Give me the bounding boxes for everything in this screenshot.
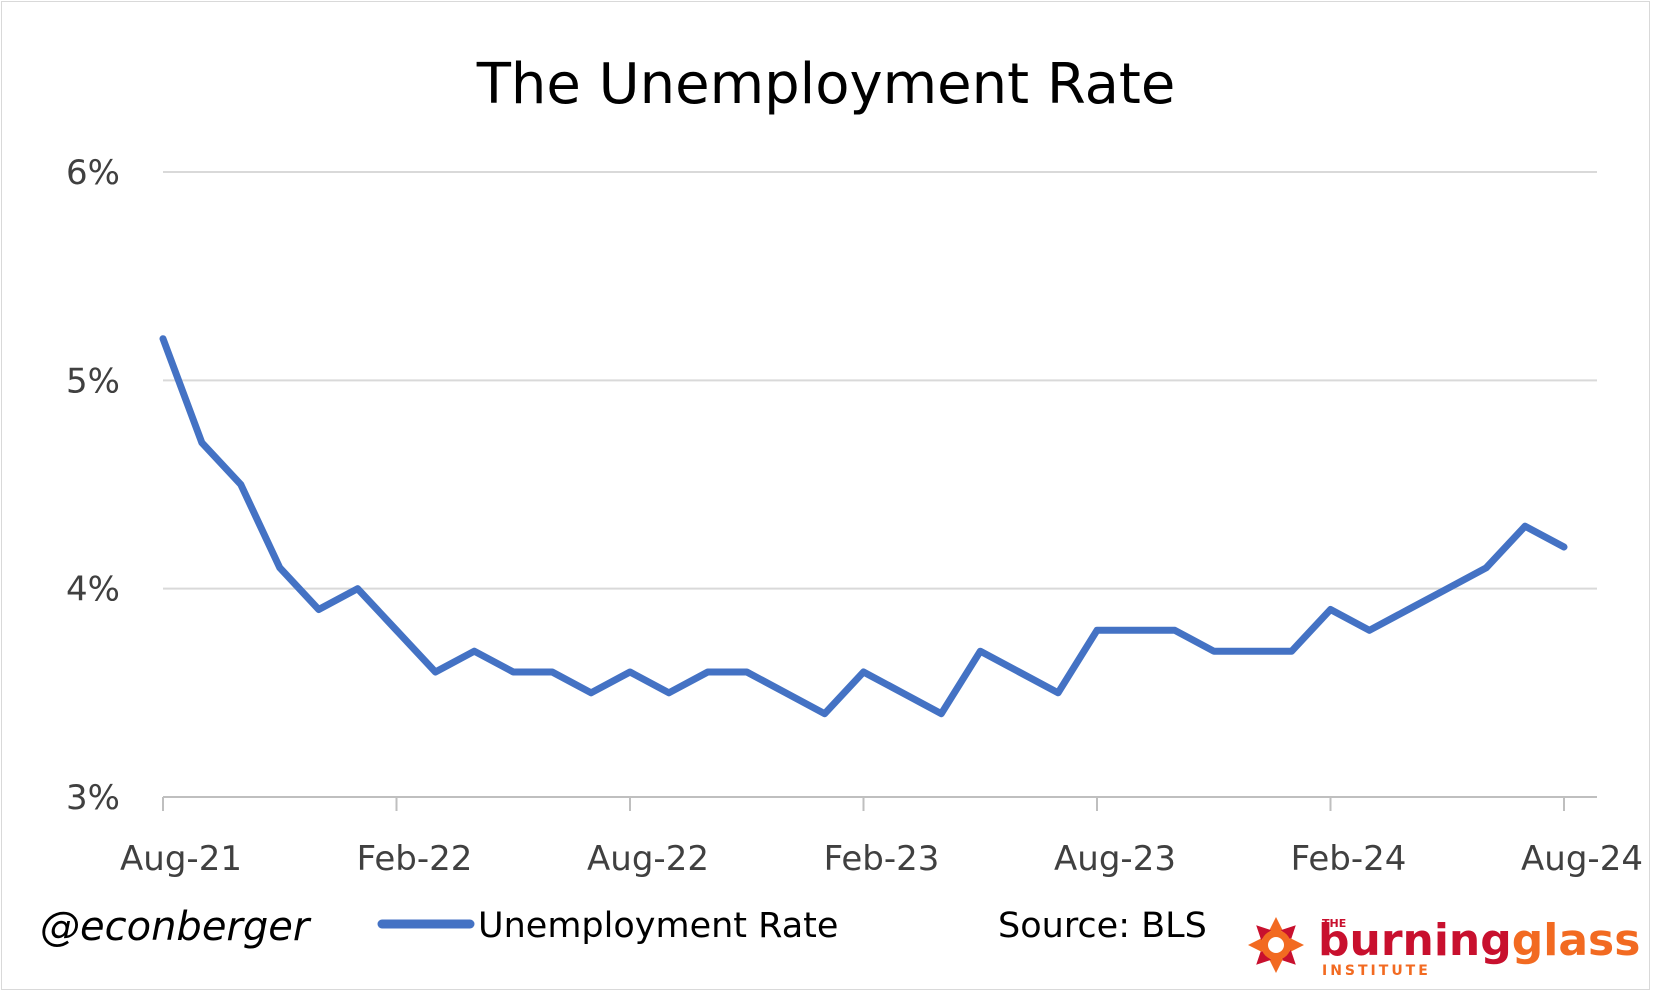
x-tick-label: Feb-24 — [1291, 839, 1407, 879]
y-tick-labels: 3% 4% 5% 6% — [66, 153, 120, 818]
y-tick-label: 3% — [66, 778, 120, 818]
x-tick-label: Aug-21 — [120, 839, 242, 879]
source-label: Source: BLS — [998, 906, 1207, 946]
x-axis: Aug-21 Feb-22 Aug-22 Feb-23 Aug-23 Feb-24 Aug-… — [120, 796, 1643, 879]
burning-glass-logo: THE burningglass INSTITUTE — [1248, 915, 1640, 979]
x-tick-label: Aug-24 — [1521, 839, 1643, 879]
author-handle: @econberger — [40, 904, 312, 950]
y-tick-label: 5% — [66, 361, 120, 401]
sun-ray — [1290, 938, 1304, 952]
sun-core — [1268, 937, 1284, 953]
sun-ray — [1269, 917, 1283, 931]
chart-title: The Unemployment Rate — [476, 52, 1176, 117]
logo-small-text: THE — [1322, 917, 1346, 930]
logo-word-glass: glass — [1512, 915, 1641, 966]
sun-icon — [1248, 917, 1304, 973]
series-lines — [159, 335, 1568, 718]
x-tick-label: Aug-23 — [1054, 839, 1176, 879]
sun-ray — [1280, 949, 1296, 965]
series-line-unemployment-rate — [159, 335, 1568, 718]
logo-subtext: INSTITUTE — [1322, 963, 1431, 979]
sun-ray — [1256, 925, 1272, 941]
sun-ray — [1256, 949, 1272, 965]
sun-ray — [1280, 925, 1296, 941]
logo-word-burning: burning — [1318, 915, 1512, 966]
x-tick-label: Feb-22 — [357, 839, 473, 879]
x-tick-label: Aug-22 — [587, 839, 709, 879]
logo-wordmark: burningglass — [1318, 915, 1640, 966]
gridlines — [163, 171, 1597, 590]
sun-ray — [1248, 938, 1262, 952]
y-tick-label: 4% — [66, 570, 120, 610]
legend-label: Unemployment Rate — [478, 906, 838, 946]
sun-ray — [1269, 959, 1283, 973]
x-tick-label: Feb-23 — [824, 839, 940, 879]
y-tick-label: 6% — [66, 153, 120, 193]
